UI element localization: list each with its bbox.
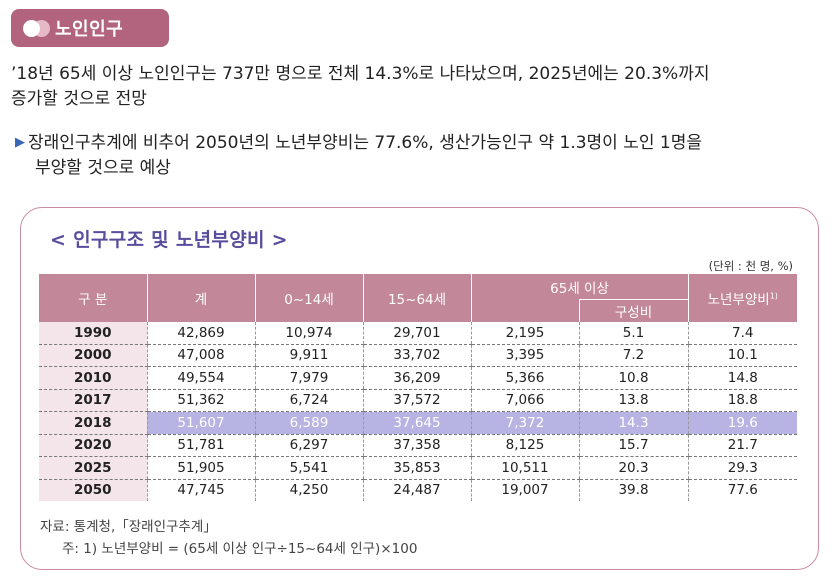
cell-total: 42,869 [146, 322, 255, 345]
cell-a65: 5,366 [470, 366, 579, 390]
summary-line-2: 증가할 것으로 전망 [11, 89, 147, 109]
cell-a15_64: 36,209 [362, 366, 471, 390]
cell-dep: 10.1 [687, 344, 798, 367]
cell-year: 2025 [39, 456, 147, 480]
cell-a15_64: 24,487 [362, 479, 471, 501]
cell-total: 51,607 [146, 411, 255, 435]
cell-a0_14: 4,250 [254, 479, 363, 501]
cell-ratio: 10.8 [578, 366, 689, 390]
population-table: 구 분 계 0~14세 15~64세 65세 이상 노년부양비1) 구성비 19… [39, 274, 798, 501]
header-category: 구 분 [39, 274, 148, 322]
cell-a0_14: 9,911 [254, 344, 363, 367]
cell-year: 2018 [39, 411, 147, 435]
cell-year: 2000 [39, 344, 147, 367]
cell-ratio: 13.8 [578, 389, 689, 412]
table-title: < 인구구조 및 노년부양비 > [50, 229, 288, 251]
cell-a15_64: 37,645 [362, 411, 471, 435]
cell-dep: 14.8 [687, 366, 798, 390]
cell-year: 1990 [39, 322, 147, 345]
cell-a0_14: 7,979 [254, 366, 363, 390]
cell-a65: 3,395 [470, 344, 579, 367]
summary-paragraph-1: ’18년 65세 이상 노인인구는 737만 명으로 전체 14.3%로 나타났… [11, 62, 709, 112]
cell-ratio: 20.3 [578, 456, 689, 480]
table-row: 2000 47,008 9,911 33,702 3,395 7.2 10.1 [39, 344, 798, 367]
table-row: 2050 47,745 4,250 24,487 19,007 39.8 77.6 [39, 479, 798, 501]
cell-ratio: 7.2 [578, 344, 689, 367]
cell-a65: 7,372 [470, 411, 579, 435]
cell-year: 2017 [39, 389, 147, 412]
cell-dep: 19.6 [687, 411, 798, 435]
cell-total: 47,008 [146, 344, 255, 367]
table-row: 2025 51,905 5,541 35,853 10,511 20.3 29.3 [39, 456, 798, 480]
cell-a0_14: 5,541 [254, 456, 363, 480]
table-row: 2010 49,554 7,979 36,209 5,366 10.8 14.8 [39, 366, 798, 390]
cell-ratio: 39.8 [578, 479, 689, 501]
cell-a65: 10,511 [470, 456, 579, 480]
cell-total: 49,554 [146, 366, 255, 390]
summary2-line-2: 부양할 것으로 예상 [35, 158, 171, 178]
source-note: 자료: 통계청,「장래인구추계」 주: 1) 노년부양비 = (65세 이상 인… [40, 516, 417, 560]
cell-a0_14: 10,974 [254, 322, 363, 345]
header-age-65-plus: 65세 이상 [470, 274, 689, 300]
cell-a0_14: 6,297 [254, 434, 363, 457]
cell-ratio: 5.1 [578, 322, 689, 345]
table-row: 2017 51,362 6,724 37,572 7,066 13.8 18.8 [39, 389, 798, 412]
cell-total: 51,362 [146, 389, 255, 412]
summary-line-1: ’18년 65세 이상 노인인구는 737만 명으로 전체 14.3%로 나타났… [11, 64, 710, 84]
cell-ratio: 14.3 [578, 411, 689, 435]
cell-dep: 7.4 [687, 322, 798, 345]
cell-year: 2020 [39, 434, 147, 457]
header-age-15-64: 15~64세 [362, 274, 472, 322]
section-title: 노인인구 [55, 19, 124, 40]
cell-a15_64: 37,358 [362, 434, 471, 457]
section-badge: 노인인구 [11, 9, 169, 47]
header-age-0-14: 0~14세 [254, 274, 364, 322]
cell-a0_14: 6,724 [254, 389, 363, 412]
cell-total: 51,905 [146, 456, 255, 480]
cell-dep: 77.6 [687, 479, 798, 501]
cell-dep: 21.7 [687, 434, 798, 457]
cell-a15_64: 35,853 [362, 456, 471, 480]
summary2-line-1: 장래인구추계에 비추어 2050년의 노년부양비는 77.6%, 생산가능인구 … [28, 133, 702, 153]
cell-a0_14: 6,589 [254, 411, 363, 435]
header-ratio: 구성비 [578, 299, 689, 322]
unit-label: (단위 : 천 명, %) [708, 259, 793, 273]
cell-a15_64: 33,702 [362, 344, 471, 367]
table-row: 2020 51,781 6,297 37,358 8,125 15.7 21.7 [39, 434, 798, 457]
cell-a65: 8,125 [470, 434, 579, 457]
cell-ratio: 15.7 [578, 434, 689, 457]
cell-a65: 19,007 [470, 479, 579, 501]
triangle-bullet-icon: ▶ [15, 135, 25, 150]
header-dependency: 노년부양비1) [687, 274, 798, 322]
cell-a15_64: 37,572 [362, 389, 471, 412]
header-age-65-count [470, 299, 580, 322]
cell-year: 2050 [39, 479, 147, 501]
cell-a65: 2,195 [470, 322, 579, 345]
summary-paragraph-2: ▶ 장래인구추계에 비추어 2050년의 노년부양비는 77.6%, 생산가능인구… [15, 130, 702, 181]
toggle-dots-icon [11, 9, 55, 47]
table-row: 1990 42,869 10,974 29,701 2,195 5.1 7.4 [39, 322, 798, 345]
cell-dep: 18.8 [687, 389, 798, 412]
cell-dep: 29.3 [687, 456, 798, 480]
table-row: 2018 51,607 6,589 37,645 7,372 14.3 19.6 [39, 411, 798, 435]
source-text: 자료: 통계청,「장래인구추계」 [40, 519, 217, 535]
footnote-text: 주: 1) 노년부양비 = (65세 이상 인구÷15~64세 인구)×100 [62, 541, 418, 557]
cell-total: 51,781 [146, 434, 255, 457]
cell-a15_64: 29,701 [362, 322, 471, 345]
cell-year: 2010 [39, 366, 147, 390]
header-total: 계 [146, 274, 256, 322]
cell-a65: 7,066 [470, 389, 579, 412]
cell-total: 47,745 [146, 479, 255, 501]
